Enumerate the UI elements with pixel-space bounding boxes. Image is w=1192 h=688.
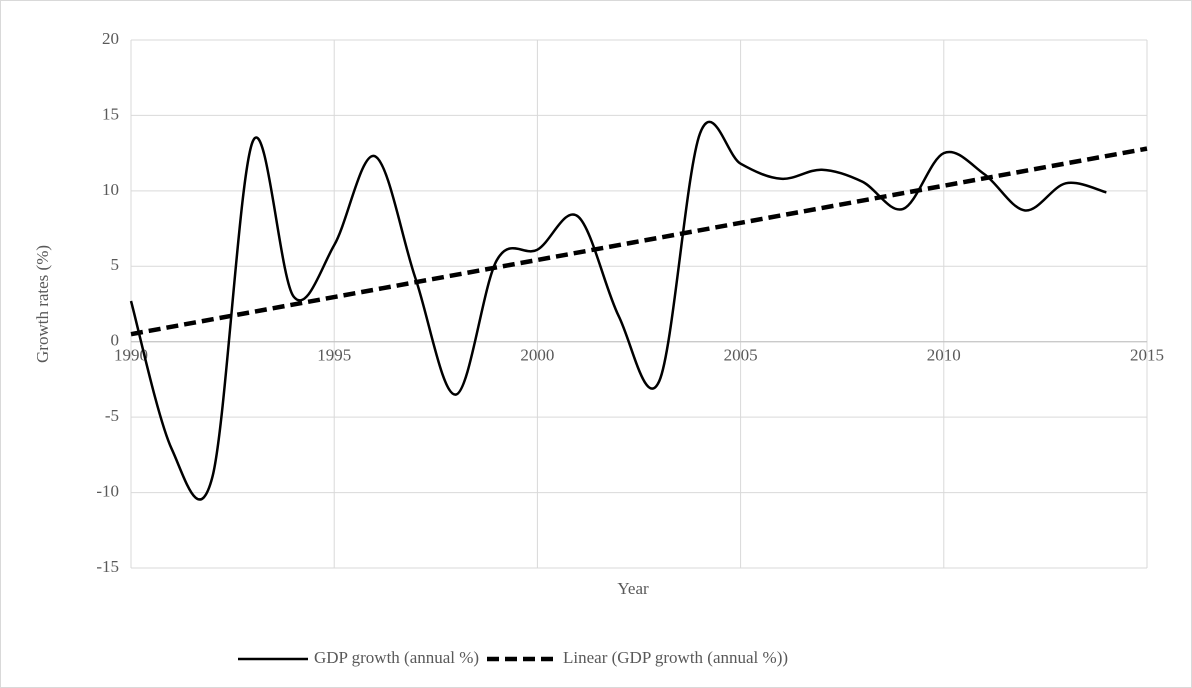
y-axis-title: Growth rates (%) <box>33 245 52 363</box>
y-tick-label: -15 <box>96 557 119 576</box>
x-tick-label: 2010 <box>927 346 961 365</box>
x-axis-title: Year <box>617 579 649 598</box>
data-line <box>129 120 1107 501</box>
data-line <box>130 146 1148 337</box>
y-tick-label: -10 <box>96 481 119 500</box>
legend-label: GDP growth (annual %) <box>314 648 479 667</box>
y-tick-label: 0 <box>111 331 120 350</box>
y-tick-label: 20 <box>102 29 119 48</box>
x-tick-label: 1995 <box>317 346 351 365</box>
y-tick-label: -5 <box>105 406 119 425</box>
legend-label: Linear (GDP growth (annual %)) <box>563 648 788 667</box>
y-tick-label: 15 <box>102 104 119 123</box>
y-tick-label: 5 <box>111 255 120 274</box>
x-tick-label: 2000 <box>520 346 554 365</box>
x-tick-label: 1990 <box>114 346 148 365</box>
x-tick-label: 2015 <box>1130 346 1164 365</box>
y-tick-label: 10 <box>102 180 119 199</box>
x-tick-label: 2005 <box>724 346 758 365</box>
